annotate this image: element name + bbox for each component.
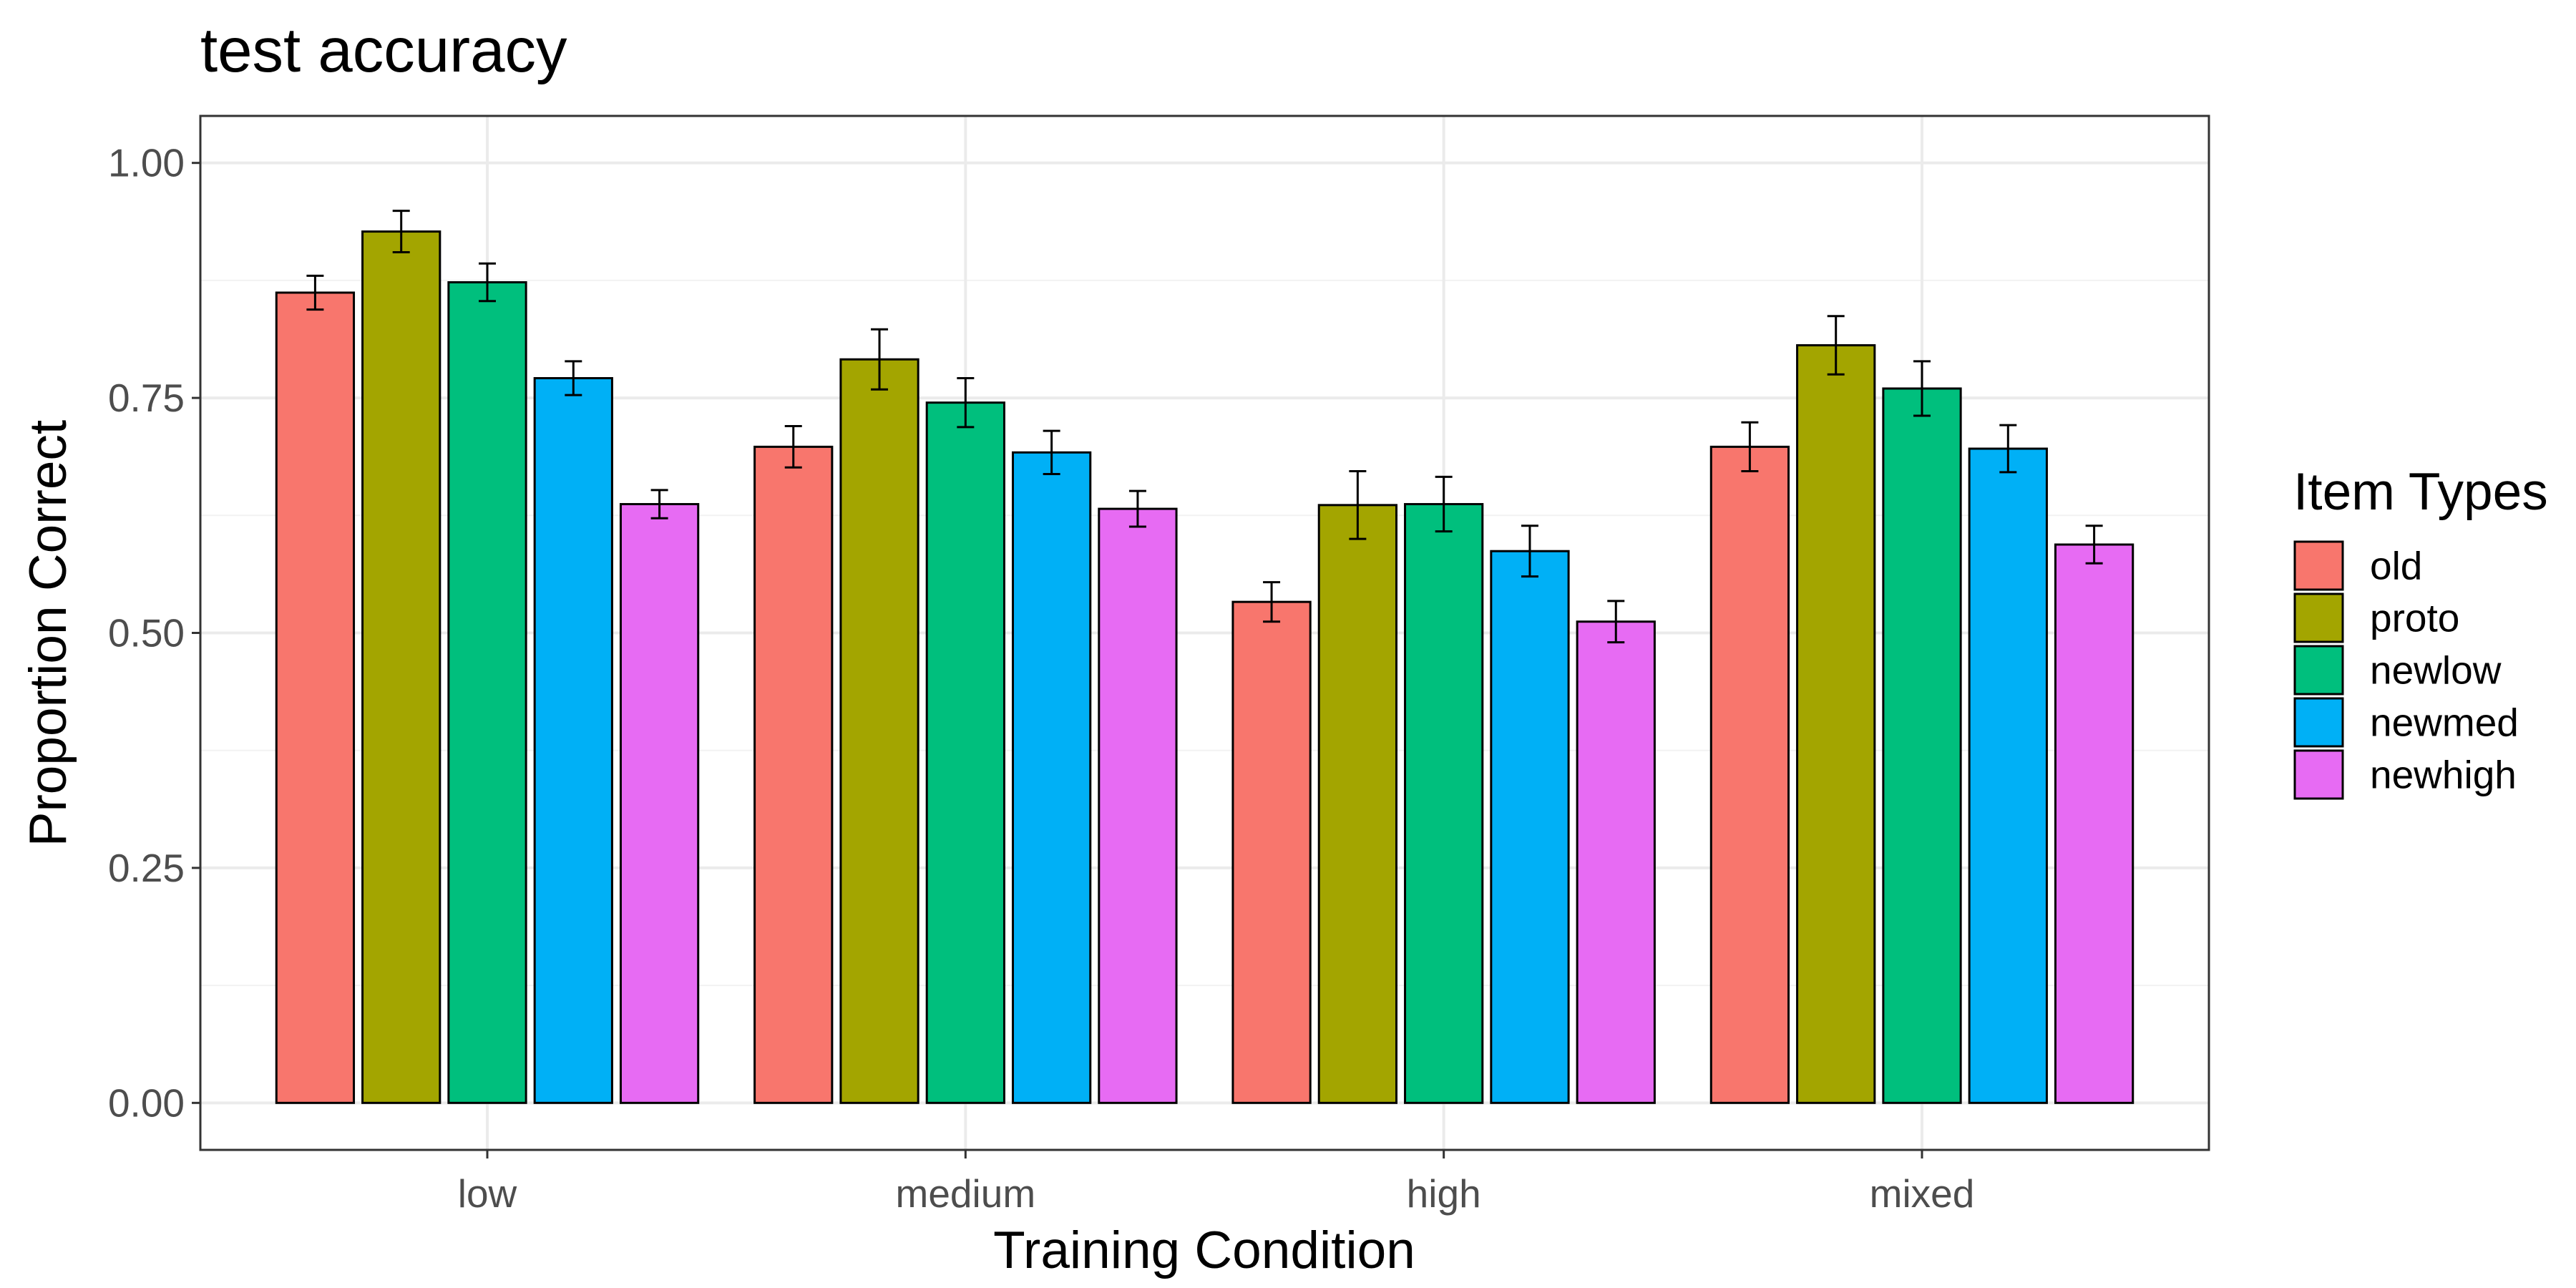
legend-key-newhigh <box>2293 749 2344 800</box>
x-axis: low medium high mixed <box>458 1150 1975 1216</box>
bar-newlow-high <box>1404 503 1484 1104</box>
bar-old-mixed <box>1709 445 1790 1104</box>
error-bars <box>306 210 2103 644</box>
legend-label-old: old <box>2370 544 2422 588</box>
x-axis-title: Training Condition <box>993 1221 1415 1279</box>
bar-proto-medium <box>839 358 919 1104</box>
bar-newmed-medium <box>1011 451 1092 1104</box>
legend-label-newhigh: newhigh <box>2370 753 2517 797</box>
legend-key-newmed <box>2293 697 2344 748</box>
x-tick-label: mixed <box>1870 1171 1975 1216</box>
y-tick-label: 0.75 <box>108 376 185 420</box>
legend-key-newlow <box>2293 645 2344 696</box>
bar-newhigh-mixed <box>2054 543 2135 1104</box>
bar-newlow-mixed <box>1882 387 1962 1104</box>
bar-newmed-low <box>533 377 613 1104</box>
y-tick-label: 0.50 <box>108 611 185 655</box>
legend-key-old <box>2293 540 2344 591</box>
legend-title: Item Types <box>2293 463 2548 521</box>
legend-label-proto: proto <box>2370 596 2459 640</box>
x-tick-label: high <box>1407 1171 1481 1216</box>
y-tick-label: 1.00 <box>108 141 185 185</box>
bar-newmed-high <box>1490 550 1570 1104</box>
y-tick-label: 0.25 <box>108 846 185 890</box>
bar-old-low <box>275 291 356 1104</box>
legend-label-newmed: newmed <box>2370 701 2519 745</box>
bar-newhigh-medium <box>1098 507 1178 1104</box>
chart-title: test accuracy <box>200 16 567 85</box>
bar-old-high <box>1231 600 1312 1104</box>
y-axis-title: Proportion Correct <box>19 420 77 847</box>
bar-old-medium <box>753 445 834 1104</box>
y-tick-label: 0.00 <box>108 1080 185 1125</box>
bar-proto-low <box>361 230 441 1104</box>
legend-key-proto <box>2293 592 2344 643</box>
bar-newhigh-low <box>619 503 700 1104</box>
x-tick-label: low <box>458 1171 517 1216</box>
x-tick-label: medium <box>896 1171 1036 1216</box>
bar-newlow-low <box>447 281 527 1104</box>
bars <box>275 230 2135 1104</box>
bar-newmed-mixed <box>1968 447 2048 1104</box>
bar-proto-high <box>1317 504 1398 1104</box>
bar-proto-mixed <box>1796 344 1876 1104</box>
legend-label-newlow: newlow <box>2370 648 2502 693</box>
bar-newhigh-high <box>1576 620 1656 1104</box>
y-axis: 0.00 0.25 0.50 0.75 1.00 <box>108 141 200 1125</box>
bar-newlow-medium <box>925 401 1005 1104</box>
legend: Item Types old proto newlow newmed newhigh <box>2293 463 2548 800</box>
